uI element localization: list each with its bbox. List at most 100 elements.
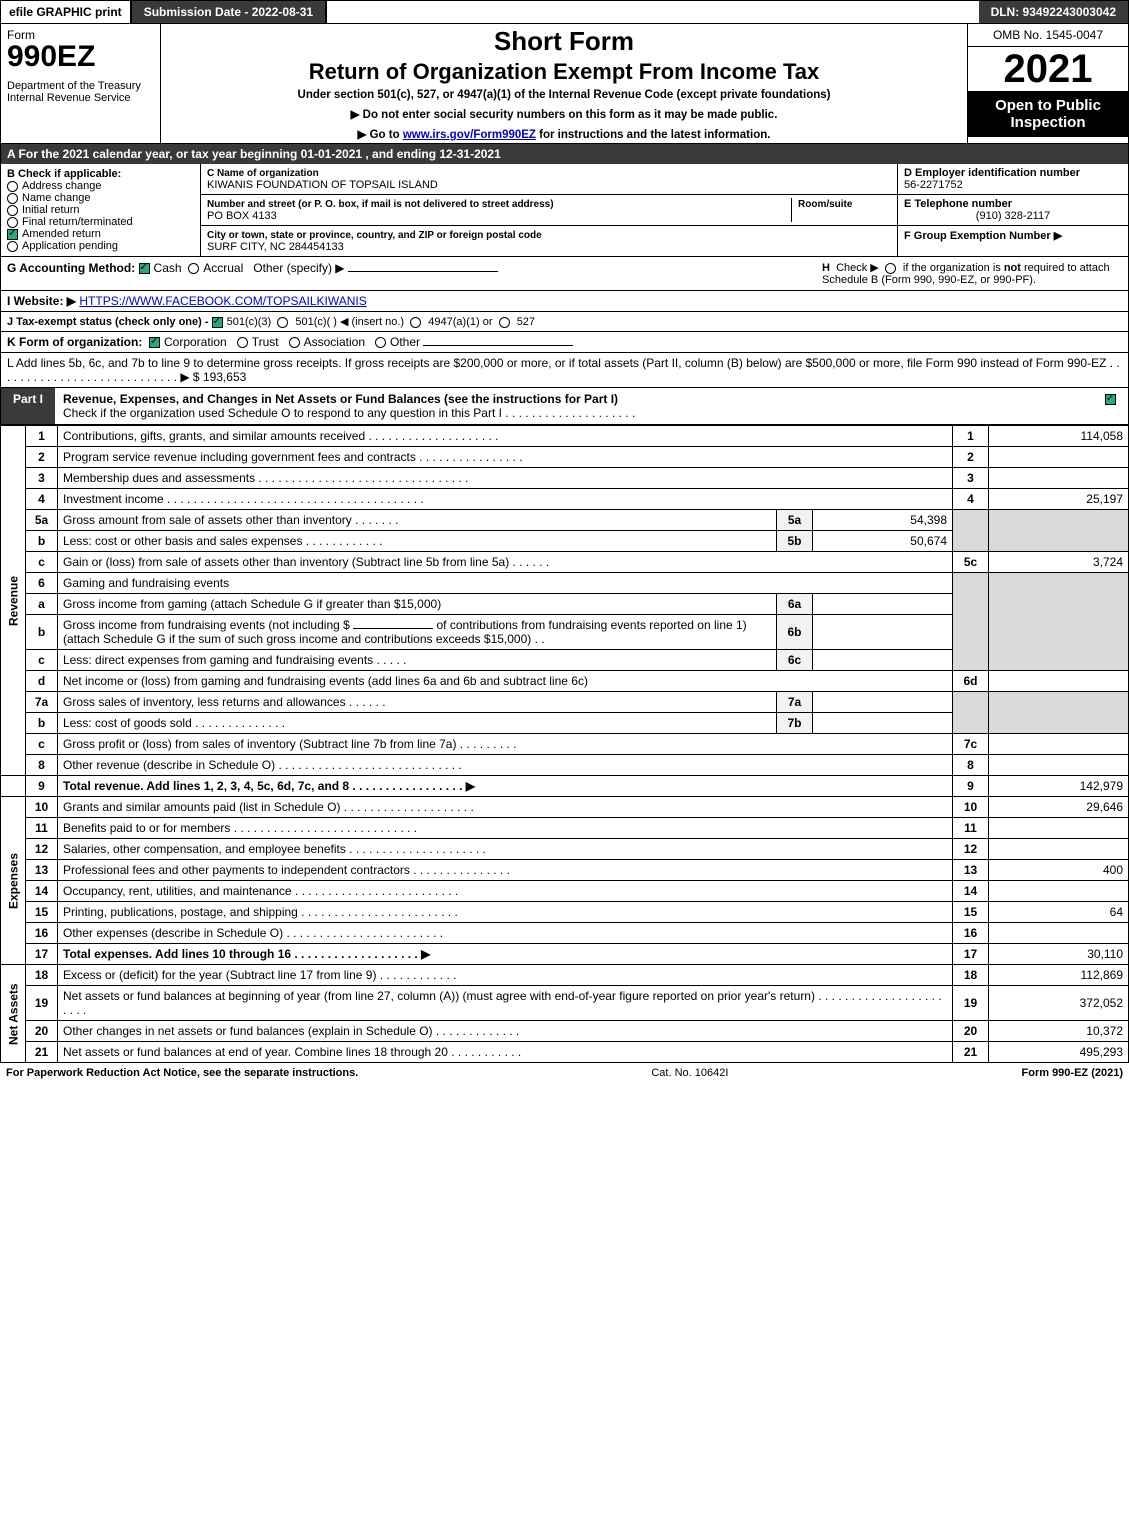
dln-label: DLN: 93492243003042 — [979, 1, 1128, 23]
ln: 17 — [26, 944, 58, 965]
c-city-row: City or town, state or province, country… — [201, 226, 897, 256]
b-app: Application pending — [22, 240, 118, 252]
f-row: F Group Exemption Number ▶ — [898, 226, 1128, 245]
part-i-check: Check if the organization used Schedule … — [63, 406, 635, 420]
rv: 372,052 — [989, 986, 1129, 1021]
l-text: L Add lines 5b, 6c, and 7b to line 9 to … — [7, 356, 1120, 384]
rn: 16 — [953, 923, 989, 944]
efile-label[interactable]: efile GRAPHIC print — [1, 1, 132, 23]
rn: 17 — [953, 944, 989, 965]
ln: 6 — [26, 573, 58, 594]
lt: Net assets or fund balances at end of ye… — [58, 1042, 953, 1063]
b-amend: Amended return — [22, 228, 101, 240]
chk-initial[interactable]: Initial return — [7, 204, 194, 216]
irs-link[interactable]: www.irs.gov/Form990EZ — [403, 129, 536, 141]
rv — [989, 923, 1129, 944]
circle-icon[interactable] — [885, 263, 896, 274]
circle-icon[interactable] — [375, 337, 386, 348]
ln: 4 — [26, 489, 58, 510]
chk-address[interactable]: Address change — [7, 180, 194, 192]
shade-cell — [989, 573, 1129, 671]
g-accrual: Accrual — [203, 261, 243, 275]
lt: Excess or (deficit) for the year (Subtra… — [58, 965, 953, 986]
footer-right-post: (2021) — [1088, 1067, 1123, 1079]
l-row: L Add lines 5b, 6c, and 7b to line 9 to … — [0, 353, 1129, 388]
checkbox-checked-icon[interactable] — [139, 263, 150, 274]
col-de: D Employer identification number 56-2271… — [898, 164, 1128, 256]
lt: Printing, publications, postage, and shi… — [58, 902, 953, 923]
footer-left: For Paperwork Reduction Act Notice, see … — [6, 1067, 358, 1079]
rn: 11 — [953, 818, 989, 839]
l17t: Total expenses. Add lines 10 through 16 … — [63, 947, 430, 961]
g-cash: Cash — [154, 261, 182, 275]
circle-icon — [7, 193, 18, 204]
rn: 12 — [953, 839, 989, 860]
col-b: B Check if applicable: Address change Na… — [1, 164, 201, 256]
lt: Gross profit or (loss) from sales of inv… — [58, 734, 953, 755]
lt: Program service revenue including govern… — [58, 447, 953, 468]
org-info-block: B Check if applicable: Address change Na… — [0, 164, 1129, 257]
ln: 1 — [26, 426, 58, 447]
rn: 13 — [953, 860, 989, 881]
ln: 8 — [26, 755, 58, 776]
expenses-side-label: Expenses — [1, 797, 26, 965]
lt: Total expenses. Add lines 10 through 16 … — [58, 944, 953, 965]
lt: Gain or (loss) from sale of assets other… — [58, 552, 953, 573]
j-501c: 501(c)( ) ◀ (insert no.) — [295, 316, 404, 328]
footer-mid: Cat. No. 10642I — [358, 1067, 1021, 1079]
sl: 6c — [777, 650, 813, 671]
circle-icon — [7, 205, 18, 216]
g-h-row: G Accounting Method: Cash Accrual Other … — [0, 257, 1129, 291]
chk-amended[interactable]: Amended return — [7, 228, 194, 240]
l6b-blank[interactable] — [353, 628, 433, 629]
lt: Professional fees and other payments to … — [58, 860, 953, 881]
chk-name[interactable]: Name change — [7, 192, 194, 204]
g-other-line[interactable] — [348, 271, 498, 272]
sl: 7b — [777, 713, 813, 734]
k-assoc: Association — [304, 335, 365, 349]
part-i-checkbox[interactable] — [1097, 388, 1128, 424]
rn: 14 — [953, 881, 989, 902]
shade-cell — [989, 510, 1129, 552]
c-street-lbl: Number and street (or P. O. box, if mail… — [207, 199, 554, 210]
lt: Less: cost or other basis and sales expe… — [58, 531, 777, 552]
sv — [813, 594, 953, 615]
k-label: K Form of organization: — [7, 335, 142, 349]
ln: 3 — [26, 468, 58, 489]
rv — [989, 839, 1129, 860]
sl: 7a — [777, 692, 813, 713]
circle-icon[interactable] — [410, 317, 421, 328]
circle-icon[interactable] — [289, 337, 300, 348]
b-init: Initial return — [22, 204, 79, 216]
org-street: PO BOX 4133 — [207, 210, 277, 222]
rv: 10,372 — [989, 1021, 1129, 1042]
rv — [989, 734, 1129, 755]
circle-icon[interactable] — [277, 317, 288, 328]
ln: 9 — [26, 776, 58, 797]
checkbox-checked-icon — [7, 229, 18, 240]
circle-icon[interactable] — [188, 263, 199, 274]
circle-icon[interactable] — [499, 317, 510, 328]
j-pre: J Tax-exempt status (check only one) - — [7, 316, 212, 328]
checkbox-checked-icon[interactable] — [212, 317, 223, 328]
circle-icon — [7, 181, 18, 192]
ln: 14 — [26, 881, 58, 902]
circle-icon[interactable] — [237, 337, 248, 348]
website-link[interactable]: HTTPS://WWW.FACEBOOK.COM/TOPSAILKIWANIS — [79, 294, 366, 308]
ln: 15 — [26, 902, 58, 923]
h-block: H Check ▶ if the organization is not req… — [822, 261, 1122, 286]
chk-application[interactable]: Application pending — [7, 240, 194, 252]
revenue-side-label: Revenue — [1, 426, 26, 776]
ln: 21 — [26, 1042, 58, 1063]
rv: 29,646 — [989, 797, 1129, 818]
k-other-line[interactable] — [423, 345, 573, 346]
k-row: K Form of organization: Corporation Trus… — [0, 332, 1129, 353]
rn: 4 — [953, 489, 989, 510]
chk-final[interactable]: Final return/terminated — [7, 216, 194, 228]
rv — [989, 447, 1129, 468]
part-i-tag: Part I — [1, 388, 55, 424]
lines-table: Revenue 1 Contributions, gifts, grants, … — [0, 425, 1129, 1063]
rv: 25,197 — [989, 489, 1129, 510]
checkbox-checked-icon[interactable] — [149, 337, 160, 348]
i-label: I Website: ▶ — [7, 294, 76, 308]
